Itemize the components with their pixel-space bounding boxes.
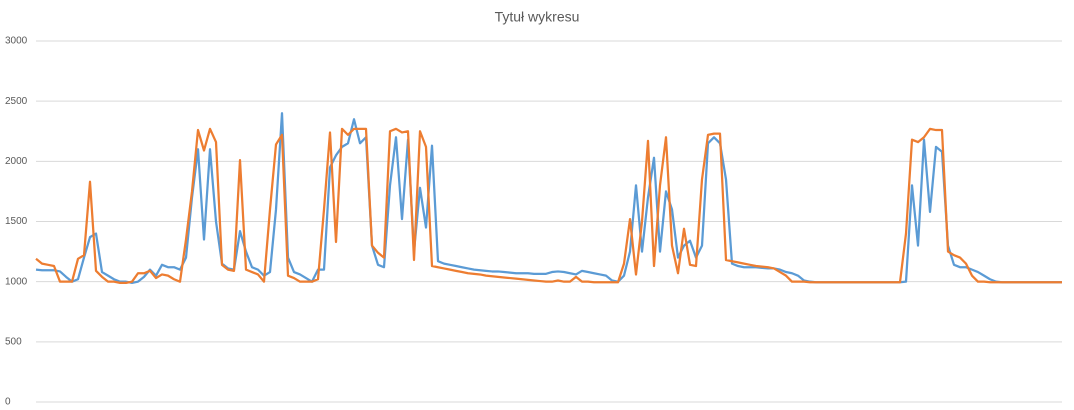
series-line: [35, 127, 1062, 284]
y-tick-label: 2000: [5, 156, 28, 167]
y-tick-label: 0: [5, 397, 11, 408]
y-tick-label: 1500: [5, 216, 28, 227]
y-tick-label: 3000: [5, 36, 28, 47]
y-tick-label: 2500: [5, 96, 28, 107]
chart-title: Tytuł wykresu: [495, 9, 580, 25]
y-tick-label: 1000: [5, 276, 28, 287]
y-tick-label: 500: [5, 336, 22, 347]
